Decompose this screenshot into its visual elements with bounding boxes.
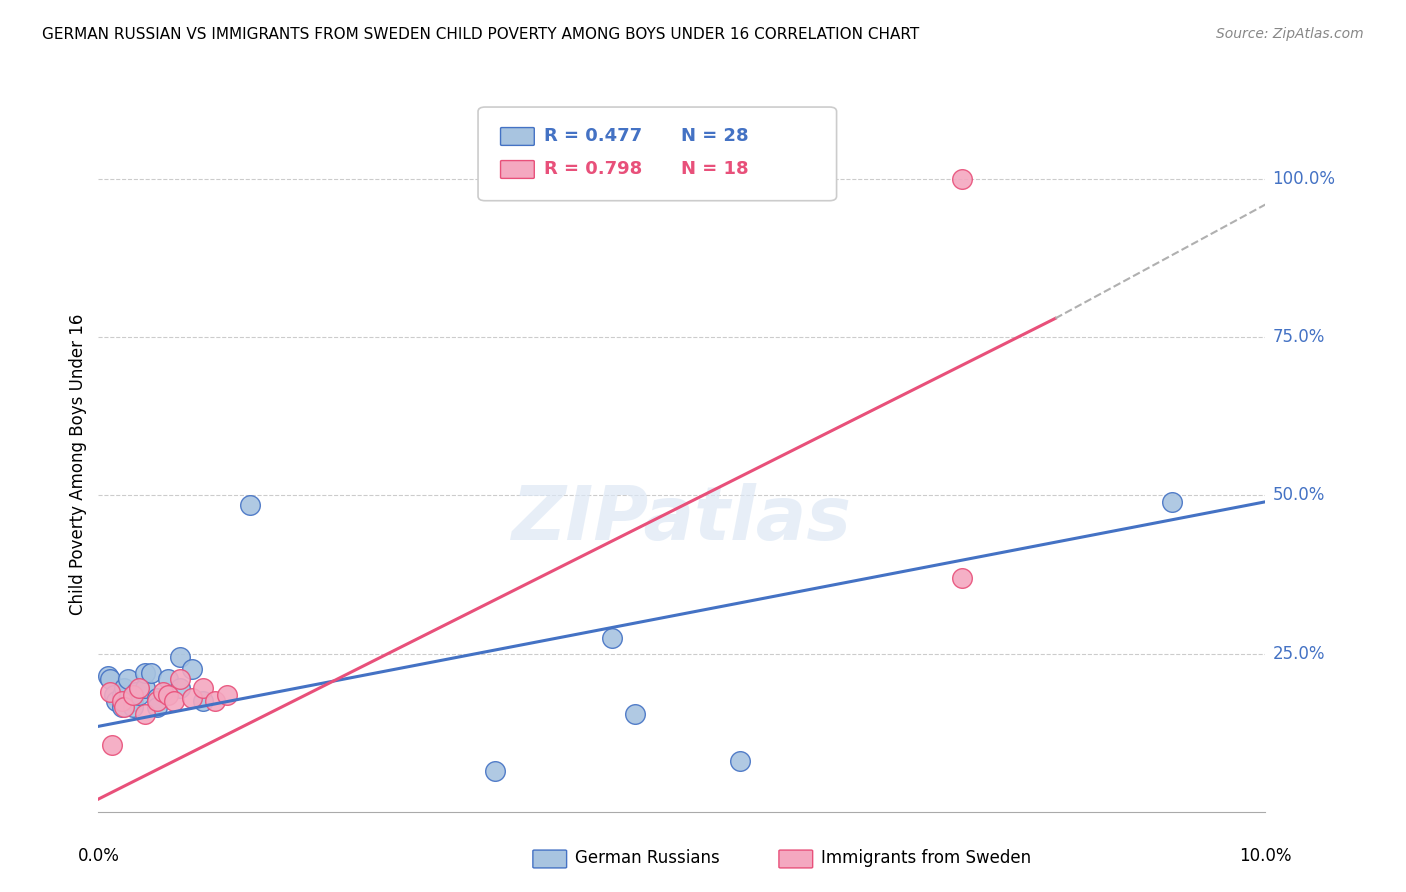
Point xyxy=(193,681,215,696)
Point xyxy=(125,684,148,698)
Point xyxy=(215,688,238,702)
Point xyxy=(484,764,506,778)
Point xyxy=(157,672,180,686)
Text: GERMAN RUSSIAN VS IMMIGRANTS FROM SWEDEN CHILD POVERTY AMONG BOYS UNDER 16 CORRE: GERMAN RUSSIAN VS IMMIGRANTS FROM SWEDEN… xyxy=(42,27,920,42)
Point xyxy=(134,665,156,680)
Point xyxy=(1161,495,1184,509)
Text: 25.0%: 25.0% xyxy=(1272,645,1324,663)
Point xyxy=(624,706,647,721)
Point xyxy=(146,694,169,708)
Point xyxy=(122,688,145,702)
Point xyxy=(239,498,262,512)
Text: N = 28: N = 28 xyxy=(681,128,748,145)
Y-axis label: Child Poverty Among Boys Under 16: Child Poverty Among Boys Under 16 xyxy=(69,313,87,615)
Text: German Russians: German Russians xyxy=(575,849,720,867)
Text: 50.0%: 50.0% xyxy=(1272,486,1324,505)
Point xyxy=(180,690,202,705)
Point xyxy=(152,684,174,698)
Point xyxy=(97,669,120,683)
Point xyxy=(117,672,139,686)
Point xyxy=(163,694,186,708)
Point xyxy=(950,172,973,186)
Point xyxy=(157,688,180,702)
Point xyxy=(103,688,125,702)
Point xyxy=(128,688,150,702)
Point xyxy=(112,700,135,714)
Point xyxy=(600,631,623,645)
Point xyxy=(169,672,191,686)
Point xyxy=(169,649,191,664)
Point xyxy=(134,706,156,721)
Point xyxy=(728,754,751,768)
Point xyxy=(111,700,134,714)
Point xyxy=(193,694,215,708)
Text: 10.0%: 10.0% xyxy=(1239,847,1292,865)
Point xyxy=(180,662,202,676)
Text: R = 0.798: R = 0.798 xyxy=(544,161,643,178)
Point xyxy=(128,681,150,696)
Point xyxy=(104,694,127,708)
Text: R = 0.477: R = 0.477 xyxy=(544,128,643,145)
Point xyxy=(98,672,121,686)
Text: ZIPatlas: ZIPatlas xyxy=(512,483,852,556)
Text: Source: ZipAtlas.com: Source: ZipAtlas.com xyxy=(1216,27,1364,41)
Text: N = 18: N = 18 xyxy=(681,161,748,178)
Point xyxy=(111,694,134,708)
Text: 75.0%: 75.0% xyxy=(1272,328,1324,346)
Point xyxy=(134,681,156,696)
Point xyxy=(139,665,162,680)
Point xyxy=(122,700,145,714)
Text: 0.0%: 0.0% xyxy=(77,847,120,865)
Point xyxy=(169,681,191,696)
Text: Immigrants from Sweden: Immigrants from Sweden xyxy=(821,849,1031,867)
Point xyxy=(112,681,135,696)
Point xyxy=(101,739,124,753)
Point xyxy=(146,700,169,714)
Point xyxy=(98,684,121,698)
Point xyxy=(146,690,169,705)
Point xyxy=(204,694,226,708)
Point xyxy=(950,571,973,585)
Point xyxy=(111,688,134,702)
Text: 100.0%: 100.0% xyxy=(1272,170,1336,188)
Point xyxy=(122,694,145,708)
